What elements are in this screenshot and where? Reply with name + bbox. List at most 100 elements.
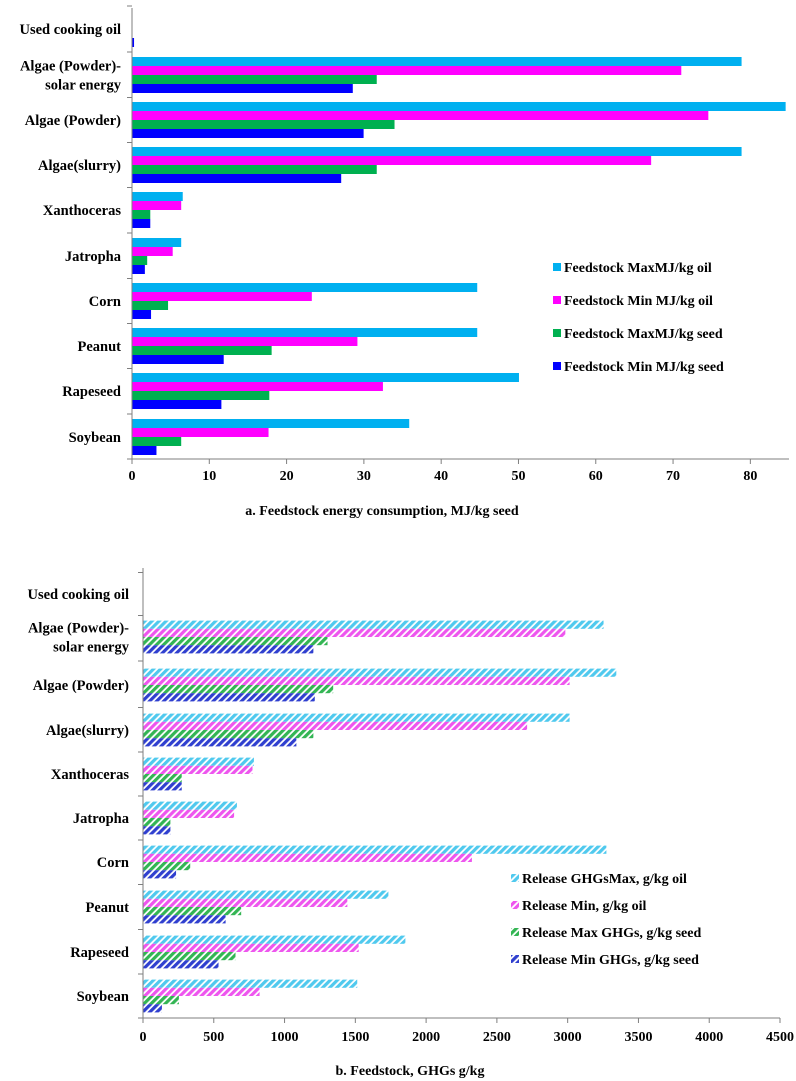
bar-b-series-0	[143, 935, 406, 944]
chart-a-feedstock-energy: Used cooking oil Algae (Powder)- solar ene…	[19, 5, 789, 519]
bar-b-series-3	[143, 645, 314, 654]
category-label: Soybean	[77, 989, 129, 1005]
category-label: Algae (Powder)	[33, 678, 129, 694]
x-tick-label: 3500	[624, 1030, 652, 1045]
bar-b-series-3	[143, 693, 315, 702]
category-label: Soybean	[69, 430, 121, 446]
legend-swatch	[511, 955, 519, 963]
x-tick-label: 1500	[341, 1030, 369, 1045]
bar-b-series-3	[143, 738, 297, 747]
bar-a-series-0	[132, 57, 742, 66]
bar-b-series-0	[143, 757, 254, 766]
bar-b-series-1	[143, 765, 253, 774]
bar-a-series-2	[132, 437, 182, 446]
legend-label: Feedstock MaxMJ/kg seed	[564, 327, 723, 342]
bar-a-series-2	[132, 256, 148, 265]
bar-b-series-2	[143, 774, 182, 783]
bar-b-series-3	[143, 915, 226, 924]
bar-b-series-1	[143, 628, 566, 637]
x-tick-label: 4000	[695, 1030, 723, 1045]
legend-label: Release Min GHGs, g/kg seed	[522, 953, 699, 968]
bar-a-series-2	[132, 346, 272, 355]
x-tick-label: 70	[666, 469, 680, 484]
category-label: Rapeseed	[62, 384, 121, 400]
x-tick-label: 2000	[412, 1030, 440, 1045]
bar-b-series-3	[143, 960, 219, 969]
legend-swatch	[553, 362, 561, 370]
bar-b-series-1	[143, 853, 472, 862]
x-tick-label: 40	[434, 469, 448, 484]
bar-a-series-0	[132, 238, 182, 247]
bar-a-series-3	[132, 84, 353, 93]
bar-b-series-3	[143, 870, 177, 879]
category-label: Xanthoceras	[51, 767, 129, 783]
bar-b-series-1	[143, 676, 570, 685]
bar-a-series-0	[132, 192, 183, 201]
bar-a-series-3	[132, 446, 157, 455]
category-label: Peanut	[78, 339, 122, 355]
bar-a-series-3	[132, 174, 342, 183]
bar-a-series-2	[132, 301, 169, 310]
bar-b-series-0	[143, 713, 570, 722]
bar-b-series-3	[143, 1004, 162, 1013]
category-label: Corn	[89, 294, 121, 310]
bar-b-series-0	[143, 979, 358, 988]
bar-b-series-3	[143, 826, 171, 835]
bar-a-series-1	[132, 156, 652, 165]
x-tick-label: 10	[202, 469, 216, 484]
bar-a-series-1	[132, 247, 173, 256]
bar-b-series-2	[143, 862, 191, 871]
category-label: Corn	[97, 855, 129, 871]
x-tick-label: 80	[743, 469, 757, 484]
category-label: solar energy	[45, 78, 122, 94]
legend-swatch	[511, 928, 519, 936]
bar-a-series-1	[132, 337, 358, 346]
category-label: Jatropha	[73, 811, 130, 827]
category-label: Peanut	[86, 900, 130, 916]
bar-b-series-3	[143, 782, 182, 791]
bar-a-series-3	[132, 219, 151, 228]
category-label: Algae(slurry)	[38, 158, 121, 174]
bar-a-series-3	[132, 355, 224, 364]
bar-b-series-2	[143, 730, 314, 739]
legend-label: Release Min, g/kg oil	[522, 899, 647, 914]
bar-a-series-3	[132, 38, 135, 47]
x-tick-label: 500	[203, 1030, 224, 1045]
legend-swatch	[553, 263, 561, 271]
bar-b-series-0	[143, 890, 389, 899]
x-tick-label: 2500	[483, 1030, 511, 1045]
bar-a-series-0	[132, 419, 410, 428]
bar-b-series-2	[143, 637, 328, 646]
category-label: Algae (Powder)-	[20, 59, 121, 75]
legend-swatch	[511, 874, 519, 882]
legend-swatch	[511, 901, 519, 909]
category-label: Algae(slurry)	[46, 723, 129, 739]
x-tick-label: 3000	[554, 1030, 582, 1045]
x-tick-label: 0	[140, 1030, 147, 1045]
bar-a-series-3	[132, 310, 152, 319]
legend-label: Feedstock MaxMJ/kg oil	[564, 261, 712, 276]
bar-b-series-0	[143, 801, 237, 810]
legend-label: Release Max GHGs, g/kg seed	[522, 926, 701, 941]
x-tick-label: 0	[129, 469, 136, 484]
x-tick-label: 60	[589, 469, 603, 484]
bar-a-series-1	[132, 201, 182, 210]
bar-a-series-1	[132, 292, 312, 301]
x-tick-label: 1000	[271, 1030, 299, 1045]
x-tick-label: 30	[357, 469, 371, 484]
bar-a-series-1	[132, 66, 682, 75]
bar-b-series-0	[143, 845, 607, 854]
bar-a-series-0	[132, 328, 478, 337]
bar-a-series-1	[132, 382, 383, 391]
x-axis-caption: b. Feedstock, GHGs g/kg	[336, 1064, 485, 1079]
legend-label: Release GHGsMax, g/kg oil	[522, 872, 687, 887]
category-label: Used cooking oil	[19, 22, 121, 38]
bar-b-series-0	[143, 668, 617, 677]
bar-b-series-1	[143, 721, 528, 730]
bar-b-series-1	[143, 809, 235, 818]
chart-b-feedstock-ghgs: Used cooking oil Algae (Powder)- solar ene…	[27, 568, 794, 1079]
bar-b-series-2	[143, 996, 179, 1005]
bar-a-series-0	[132, 147, 742, 156]
bar-a-series-2	[132, 165, 377, 174]
category-label: solar energy	[53, 640, 130, 656]
